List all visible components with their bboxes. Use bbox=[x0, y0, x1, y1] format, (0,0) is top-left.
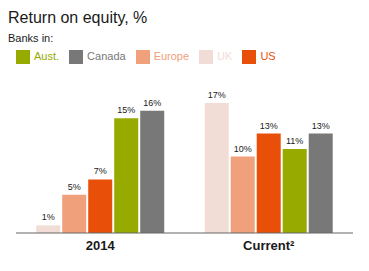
html-text:Canada: Canada bbox=[87, 50, 126, 62]
svg-text:13%: 13% bbox=[312, 121, 330, 131]
html-text:Banks in:: Banks in: bbox=[8, 32, 54, 44]
svg-text:2014: 2014 bbox=[86, 238, 116, 253]
svg-text:16%: 16% bbox=[143, 98, 161, 108]
svg-text:11%: 11% bbox=[286, 136, 303, 146]
html-text:US: US bbox=[260, 50, 276, 62]
html-text:Europe: Europe bbox=[153, 50, 190, 62]
svg-text:5%: 5% bbox=[68, 182, 81, 192]
svg-text:17%: 17% bbox=[208, 90, 226, 100]
html-text:Aust.: Aust. bbox=[34, 50, 60, 62]
svg-text:Current²: Current² bbox=[243, 238, 295, 253]
svg-text:13%: 13% bbox=[260, 121, 278, 131]
svg-text:15%: 15% bbox=[117, 105, 135, 115]
html-text:UK: UK bbox=[217, 50, 233, 62]
svg-text:10%: 10% bbox=[234, 144, 252, 154]
html-text:Return on equity, %: Return on equity, % bbox=[8, 9, 148, 26]
svg-text:7%: 7% bbox=[94, 166, 107, 176]
svg-text:1%: 1% bbox=[42, 212, 55, 222]
